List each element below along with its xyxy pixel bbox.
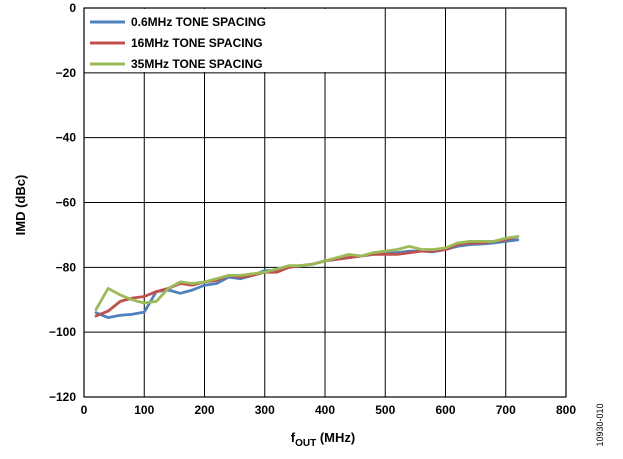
x-axis-title-subscript: OUT — [295, 438, 316, 449]
figure-id: 10930-010 — [595, 403, 605, 446]
legend-label-2: 16MHz TONE SPACING — [131, 36, 263, 50]
legend-label-1: 0.6MHz TONE SPACING — [131, 15, 266, 29]
y-tick-label: −40 — [56, 131, 77, 145]
x-tick-label: 500 — [375, 403, 395, 417]
series-line-1 — [96, 240, 518, 318]
series-lines — [96, 237, 518, 318]
y-tick-label: −80 — [56, 260, 77, 274]
legend-label-3: 35MHz TONE SPACING — [131, 57, 263, 71]
x-tick-label: 200 — [194, 403, 214, 417]
x-tick-labels: 0 100 200 300 400 500 600 700 800 — [81, 403, 577, 417]
x-tick-label: 600 — [435, 403, 455, 417]
y-tick-label: −60 — [56, 196, 77, 210]
x-tick-label: 0 — [81, 403, 88, 417]
x-axis-title: fOUT (MHz) — [291, 430, 355, 449]
legend: 0.6MHz TONE SPACING 16MHz TONE SPACING 35M… — [86, 9, 326, 72]
y-tick-label: −100 — [49, 325, 76, 339]
y-tick-label: −120 — [49, 390, 76, 404]
y-tick-labels: 0 −20 −40 −60 −80 −100 −120 — [49, 1, 76, 404]
y-tick-label: −20 — [56, 66, 77, 80]
x-tick-label: 100 — [134, 403, 154, 417]
x-axis-title-unit: (MHz) — [316, 430, 355, 445]
x-tick-label: 300 — [255, 403, 275, 417]
y-tick-label: 0 — [69, 1, 76, 15]
x-tick-label: 400 — [315, 403, 335, 417]
x-tick-label: 700 — [496, 403, 516, 417]
y-axis-title: IMD (dBc) — [13, 175, 28, 236]
x-tick-label: 800 — [556, 403, 576, 417]
